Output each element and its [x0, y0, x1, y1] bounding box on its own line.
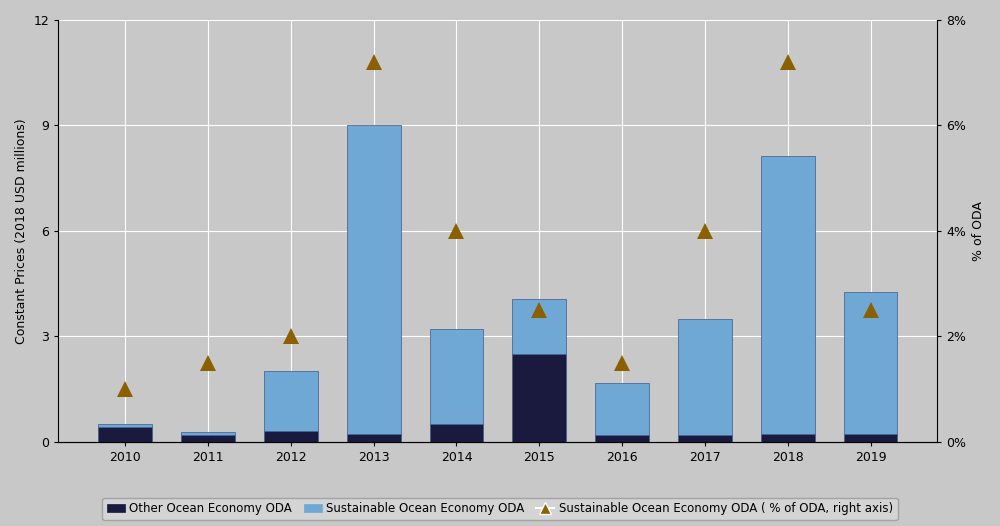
Bar [98, 427, 152, 442]
Bar [512, 299, 566, 354]
Bar [678, 319, 732, 436]
Legend: Other Ocean Economy ODA, Sustainable Ocean Economy ODA, Sustainable Ocean Econom: Other Ocean Economy ODA, Sustainable Oce… [102, 498, 898, 520]
Bar [844, 291, 897, 434]
Bar [512, 354, 566, 442]
Bar [430, 424, 483, 442]
Bar [264, 371, 318, 431]
Bar [595, 436, 649, 442]
Bar [181, 432, 235, 436]
Bar [844, 434, 897, 442]
Bar [181, 436, 235, 442]
Bar [264, 431, 318, 442]
Bar [347, 434, 401, 442]
Bar [430, 329, 483, 424]
Bar [347, 125, 401, 434]
Bar [98, 424, 152, 427]
Bar [761, 156, 815, 434]
Bar [595, 382, 649, 436]
Y-axis label: Constant Prices (2018 USD millions): Constant Prices (2018 USD millions) [15, 118, 28, 343]
Bar [678, 436, 732, 442]
Bar [761, 434, 815, 442]
Y-axis label: % of ODA: % of ODA [972, 201, 985, 261]
